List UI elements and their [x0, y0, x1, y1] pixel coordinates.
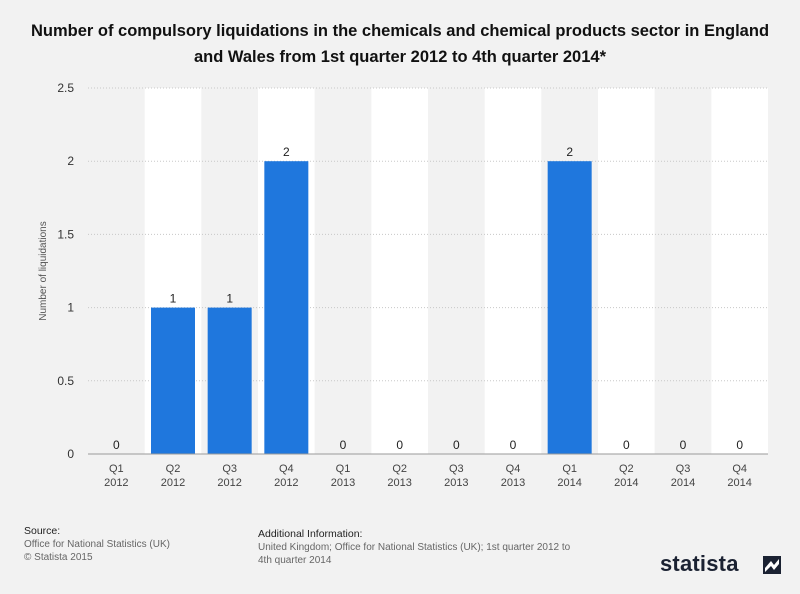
x-tick-label-quarter: Q2	[619, 463, 634, 475]
x-tick-label-quarter: Q4	[279, 463, 294, 475]
y-axis-title: Number of liquidations	[38, 221, 49, 321]
additional-info-block: Additional Information: United Kingdom; …	[258, 528, 578, 567]
data-label: 2	[566, 145, 573, 159]
column-band	[484, 88, 542, 454]
x-tick-label-quarter: Q1	[109, 463, 124, 475]
x-tick-label-quarter: Q2	[166, 463, 181, 475]
y-tick-label: 2.5	[57, 81, 74, 95]
x-tick-label-year: 2013	[501, 477, 525, 489]
x-tick-label-quarter: Q3	[222, 463, 237, 475]
data-label: 0	[113, 438, 120, 452]
data-label: 0	[453, 438, 460, 452]
source-line-1: Office for National Statistics (UK)	[24, 539, 170, 550]
column-band	[711, 88, 768, 454]
column-band	[598, 88, 655, 454]
source-block: Source: Office for National Statistics (…	[24, 525, 170, 564]
x-tick-label-year: 2012	[104, 477, 128, 489]
logo-text: statista	[660, 551, 739, 576]
x-tick-label-quarter: Q4	[506, 463, 521, 475]
x-tick-label-quarter: Q1	[562, 463, 577, 475]
data-label: 0	[680, 438, 687, 452]
x-tick-label-quarter: Q1	[336, 463, 351, 475]
data-label: 1	[170, 292, 177, 306]
x-tick-label-year: 2012	[217, 477, 241, 489]
data-label: 0	[340, 438, 347, 452]
x-tick-label-year: 2012	[161, 477, 185, 489]
bar	[151, 307, 195, 454]
x-tick-label-year: 2013	[331, 477, 355, 489]
data-label: 0	[623, 438, 630, 452]
additional-info-text: United Kingdom; Office for National Stat…	[258, 542, 571, 566]
y-tick-label: 1.5	[57, 227, 74, 241]
data-label: 0	[396, 438, 403, 452]
x-tick-label-quarter: Q4	[732, 463, 747, 475]
source-line-2: © Statista 2015	[24, 552, 93, 563]
bar	[547, 161, 592, 454]
y-tick-label: 0.5	[57, 374, 74, 388]
y-tick-label: 1	[67, 301, 74, 315]
y-tick-label: 2	[67, 154, 74, 168]
x-tick-label-year: 2014	[557, 477, 581, 489]
data-label: 2	[283, 145, 290, 159]
x-tick-label-quarter: Q3	[449, 463, 464, 475]
x-tick-label-year: 2014	[727, 477, 751, 489]
column-band	[371, 88, 428, 454]
x-tick-label-year: 2014	[671, 477, 695, 489]
statista-flag-icon	[763, 556, 781, 574]
bar	[264, 161, 309, 454]
x-tick-label-year: 2014	[614, 477, 638, 489]
x-tick-label-year: 2012	[274, 477, 298, 489]
bar	[207, 307, 252, 454]
y-tick-label: 0	[67, 447, 74, 461]
data-label: 1	[226, 292, 233, 306]
x-tick-label-quarter: Q3	[676, 463, 691, 475]
chart-title: Number of compulsory liquidations in the…	[30, 22, 770, 66]
x-tick-label-quarter: Q2	[392, 463, 407, 475]
data-label: 0	[736, 438, 743, 452]
x-tick-label-year: 2013	[387, 477, 411, 489]
source-heading: Source:	[24, 525, 61, 537]
data-label: 0	[510, 438, 517, 452]
x-tick-label-year: 2013	[444, 477, 468, 489]
additional-info-heading: Additional Information:	[258, 528, 363, 540]
statista-logo: statista	[660, 548, 781, 588]
